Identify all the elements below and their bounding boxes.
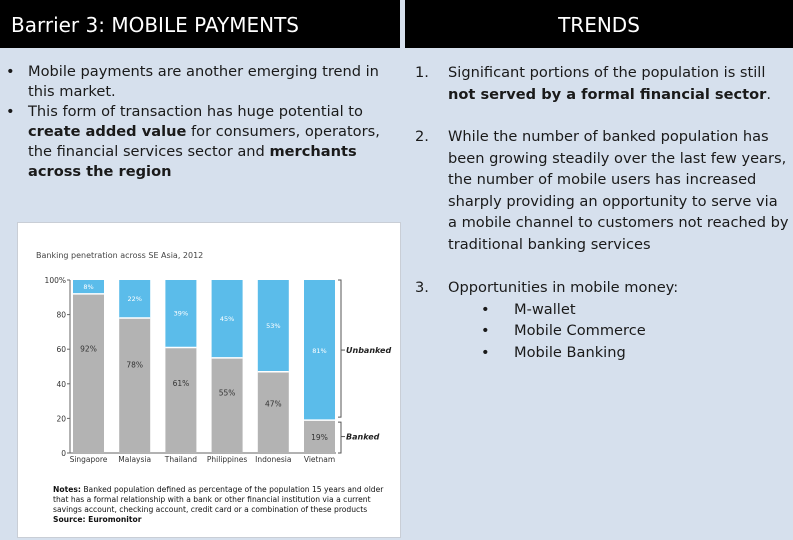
banked-value-label: 55% — [219, 388, 236, 397]
chart-source: Source: Euromonitor — [53, 515, 142, 524]
bar-banked — [304, 420, 335, 453]
notes-label: Notes: — [53, 485, 81, 494]
sub-item-mobile-commerce: • Mobile Commerce — [415, 320, 790, 342]
banked-value-label: 19% — [311, 433, 328, 442]
sub-item-text: Mobile Commerce — [514, 322, 646, 339]
unbanked-bracket — [338, 279, 342, 418]
x-tick-label: Singapore — [70, 455, 108, 464]
unbanked-value-label: 22% — [127, 295, 141, 303]
y-tick-label: 0 — [61, 449, 66, 458]
section-title: TRENDS — [405, 0, 793, 48]
x-tick-label: Vietnam — [304, 455, 335, 464]
sub-item-text: M-wallet — [514, 300, 576, 318]
bullet-item: • Mobile payments are another emerging t… — [6, 62, 401, 102]
unbanked-bracket-label: Unbanked — [346, 346, 391, 355]
sub-bullet-dot: • — [481, 322, 490, 339]
banked-bracket — [338, 421, 342, 454]
bar-unbanked — [304, 280, 335, 421]
trend-item-1: 1. Significant portions of the populatio… — [415, 62, 790, 105]
item-text: Opportunities in mobile money: — [448, 279, 679, 296]
x-tick-label: Malaysia — [118, 455, 151, 464]
unbanked-value-label: 81% — [312, 347, 326, 355]
bar-banked — [73, 293, 104, 453]
item-tail: . — [766, 85, 771, 103]
banked-value-label: 92% — [80, 344, 97, 353]
trend-item-2: 2. While the number of banked population… — [415, 126, 790, 255]
bar-banked — [211, 357, 243, 453]
bullet-text: Mobile payments are another emerging tre… — [28, 63, 379, 100]
item-bold-text: not served by a formal financial sector — [448, 85, 767, 103]
bullet-text: for consumers, operators, the financial … — [28, 123, 380, 160]
item-number: 2. — [415, 128, 429, 145]
y-tick-label: 80 — [56, 311, 66, 320]
unbanked-value-label: 8% — [83, 283, 93, 291]
trend-item-3: 3. Opportunities in mobile money: — [415, 277, 790, 299]
x-tick-label: Indonesia — [255, 455, 291, 464]
bullet-item: • This form of transaction has huge pote… — [6, 102, 401, 182]
item-number: 3. — [415, 279, 429, 296]
bullet-text: This form of transaction has huge potent… — [28, 103, 363, 120]
bullet-bold-text: create added value — [28, 123, 187, 140]
sub-item-mwallet: • M-wallet — [415, 299, 790, 321]
sub-item-text: Mobile Banking — [514, 343, 626, 361]
sub-bullet-dot: • — [481, 300, 490, 318]
bar-unbanked — [73, 280, 104, 294]
bar-banked — [119, 318, 151, 453]
chart-svg: Banking penetration across SE Asia, 2012… — [36, 251, 391, 464]
sub-item-mobile-banking: • Mobile Banking — [415, 342, 790, 364]
banked-value-label: 61% — [173, 379, 190, 388]
item-text: While the number of banked population ha… — [448, 128, 789, 253]
banked-value-label: 78% — [126, 361, 143, 370]
banked-value-label: 47% — [265, 399, 282, 408]
y-tick-label: 60 — [56, 345, 66, 354]
banking-penetration-chart: Banking penetration across SE Asia, 2012… — [17, 222, 401, 538]
notes-text: Banked population defined as percentage … — [53, 485, 384, 514]
chart-title: Banking penetration across SE Asia, 2012 — [36, 251, 203, 260]
unbanked-value-label: 39% — [174, 310, 188, 318]
banked-bracket-label: Banked — [346, 433, 380, 442]
y-tick-label: 40 — [56, 380, 66, 389]
bar-banked — [165, 347, 197, 453]
y-tick-label: 20 — [56, 414, 66, 423]
bar-unbanked — [211, 280, 243, 358]
bullet-dot: • — [6, 103, 15, 120]
bullet-dot: • — [6, 63, 15, 80]
bar-banked — [257, 371, 289, 453]
unbanked-value-label: 45% — [220, 315, 234, 323]
left-bullet-list: • Mobile payments are another emerging t… — [6, 62, 401, 182]
sub-bullet-dot: • — [481, 343, 490, 361]
bullet-bold-text: merchants across the region — [28, 143, 357, 180]
bar-unbanked — [119, 280, 151, 319]
item-text: Significant portions of the population i… — [448, 64, 766, 81]
trends-list: 1. Significant portions of the populatio… — [415, 62, 790, 363]
bar-unbanked — [165, 280, 197, 348]
x-tick-label: Thailand — [164, 455, 197, 464]
slide-title: Barrier 3: MOBILE PAYMENTS — [0, 0, 400, 48]
item-number: 1. — [415, 64, 429, 81]
unbanked-value-label: 53% — [266, 322, 280, 330]
y-tick-label: 100% — [45, 276, 66, 285]
bar-unbanked — [257, 280, 289, 372]
x-tick-label: Philippines — [207, 455, 248, 464]
chart-notes: Notes: Banked population defined as perc… — [53, 485, 393, 525]
